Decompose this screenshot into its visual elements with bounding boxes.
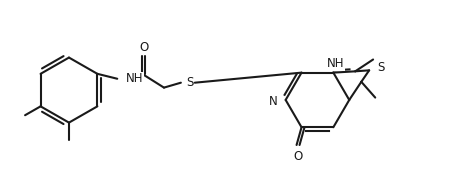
Text: S: S [186, 76, 193, 89]
Text: NH: NH [126, 72, 144, 85]
Text: S: S [377, 61, 385, 74]
Text: O: O [293, 150, 303, 163]
Text: O: O [139, 41, 148, 54]
Text: NH: NH [326, 57, 344, 70]
Text: N: N [269, 95, 278, 108]
